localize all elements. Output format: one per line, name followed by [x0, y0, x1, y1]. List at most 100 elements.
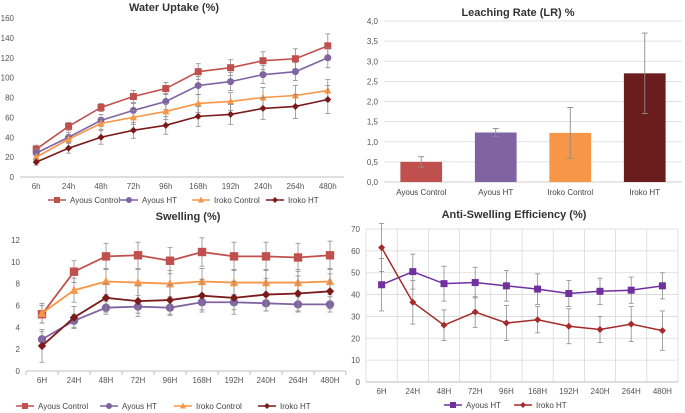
- x-tick-label: Ayous HT: [478, 188, 513, 197]
- bar-ayous-control: [400, 161, 443, 182]
- series-ayous-control: [37, 237, 335, 324]
- data-point: [101, 293, 111, 303]
- x-tick-label: 264h: [287, 182, 305, 191]
- ase-title: Anti-Swelling Efficiency (%): [442, 209, 587, 221]
- legend-marker: [22, 403, 28, 409]
- series-line: [41, 290, 331, 347]
- data-point: [293, 289, 303, 298]
- legend-label: Iroko HT: [536, 401, 567, 410]
- data-point: [165, 295, 175, 305]
- y-tick-label: 3,5: [367, 37, 379, 46]
- x-tick-label: 72h: [127, 182, 140, 191]
- legend-label: Iroko HT: [280, 402, 311, 411]
- data-point: [197, 247, 207, 257]
- y-tick-label: 4,0: [367, 17, 379, 26]
- y-tick-label: 0: [16, 367, 21, 376]
- legend-label: Ayous Control: [38, 402, 88, 411]
- series-iroko-ht: [378, 223, 666, 351]
- data-point: [97, 103, 105, 111]
- leaching-rate-title: Leaching Rate (LR) %: [461, 7, 574, 19]
- y-tick-label: 10: [351, 356, 360, 365]
- legend-marker: [450, 402, 456, 408]
- y-tick-label: 0,5: [367, 158, 379, 167]
- y-tick-label: 120: [1, 54, 15, 63]
- x-tick-label: 192H: [224, 376, 243, 385]
- data-point: [534, 316, 542, 324]
- data-point: [627, 320, 635, 328]
- legend-item-iroko-control: Iroko Control: [174, 402, 242, 411]
- y-tick-label: 1,0: [367, 138, 379, 147]
- y-tick-label: 2,5: [367, 77, 379, 86]
- data-point: [162, 121, 170, 129]
- x-tick-label: 264H: [622, 387, 641, 396]
- y-tick-label: 40: [5, 133, 14, 142]
- legend-item-iroko-ht: Iroko HT: [266, 196, 319, 205]
- x-tick-label: 96H: [163, 376, 178, 385]
- data-point: [194, 112, 202, 120]
- water-uptake-legend: Ayous Control Ayous HT Iroko Control Iroko …: [48, 196, 319, 205]
- series-line: [41, 301, 330, 341]
- x-tick-label: 264H: [288, 376, 307, 385]
- series-line: [35, 98, 328, 163]
- x-tick-label: 72H: [131, 376, 146, 385]
- data-point: [129, 126, 137, 134]
- data-point: [471, 308, 479, 316]
- x-tick-label: 6H: [376, 387, 386, 396]
- x-tick-label: 168H: [528, 387, 547, 396]
- data-point: [658, 327, 666, 335]
- x-tick-label: 96H: [499, 387, 514, 396]
- data-point: [378, 281, 386, 289]
- x-tick-label: 96h: [159, 182, 172, 191]
- data-point: [627, 286, 635, 294]
- y-tick-label: 0: [356, 378, 361, 387]
- legend-marker: [54, 197, 60, 203]
- y-tick-label: 0,0: [367, 178, 379, 187]
- y-tick-label: 20: [351, 334, 360, 343]
- ase-legend: Ayous HT Iroko HT: [444, 401, 567, 410]
- data-point: [596, 287, 604, 295]
- y-tick-label: 4: [16, 323, 21, 332]
- x-tick-label: 192h: [222, 182, 240, 191]
- data-point: [133, 251, 143, 260]
- data-point: [502, 319, 510, 327]
- legend-item-ayous-ht: Ayous HT: [444, 401, 501, 410]
- x-tick-label: Iroko HT: [629, 188, 660, 197]
- data-point: [259, 71, 267, 79]
- legend-label: Ayous HT: [122, 402, 157, 411]
- y-tick-label: 12: [11, 236, 20, 245]
- series-line: [381, 270, 663, 295]
- data-point: [324, 95, 332, 103]
- data-point: [133, 277, 143, 287]
- x-tick-label: 48h: [94, 182, 107, 191]
- data-point: [65, 135, 73, 143]
- y-tick-label: 70: [351, 225, 360, 234]
- y-tick-label: 2: [16, 345, 21, 354]
- legend-item-ayous-control: Ayous Control: [16, 402, 88, 411]
- data-point: [69, 267, 79, 276]
- data-point: [259, 104, 267, 112]
- y-tick-label: 60: [351, 247, 360, 256]
- x-tick-label: 72H: [468, 387, 483, 396]
- y-tick-label: 1,5: [367, 118, 379, 127]
- data-point: [229, 252, 239, 261]
- data-point: [324, 54, 332, 62]
- data-point: [162, 107, 170, 115]
- data-point: [194, 68, 202, 76]
- leaching-rate-chart: Leaching Rate (LR) % 0,0 0,5 1,0 1,5 2,0 2,5 3…: [367, 7, 682, 197]
- data-point: [293, 253, 303, 262]
- data-point: [291, 55, 299, 63]
- series-line: [41, 251, 331, 315]
- x-tick-label: 6h: [32, 182, 41, 191]
- y-tick-label: 140: [1, 34, 15, 43]
- data-point: [596, 326, 604, 334]
- data-point: [97, 119, 105, 127]
- data-point: [409, 268, 417, 276]
- data-point: [658, 282, 666, 290]
- swelling-chart: Swelling (%) 0 2 4 6 8 10 12 6H 24H 48H 72H 96H 168H…: [11, 211, 347, 411]
- y-tick-label: 80: [5, 94, 14, 103]
- data-point: [534, 285, 542, 293]
- legend-label: Iroko Control: [214, 196, 260, 205]
- data-point: [259, 93, 267, 101]
- water-uptake-title: Water Uptake (%): [129, 2, 219, 14]
- y-tick-label: 10: [11, 258, 20, 267]
